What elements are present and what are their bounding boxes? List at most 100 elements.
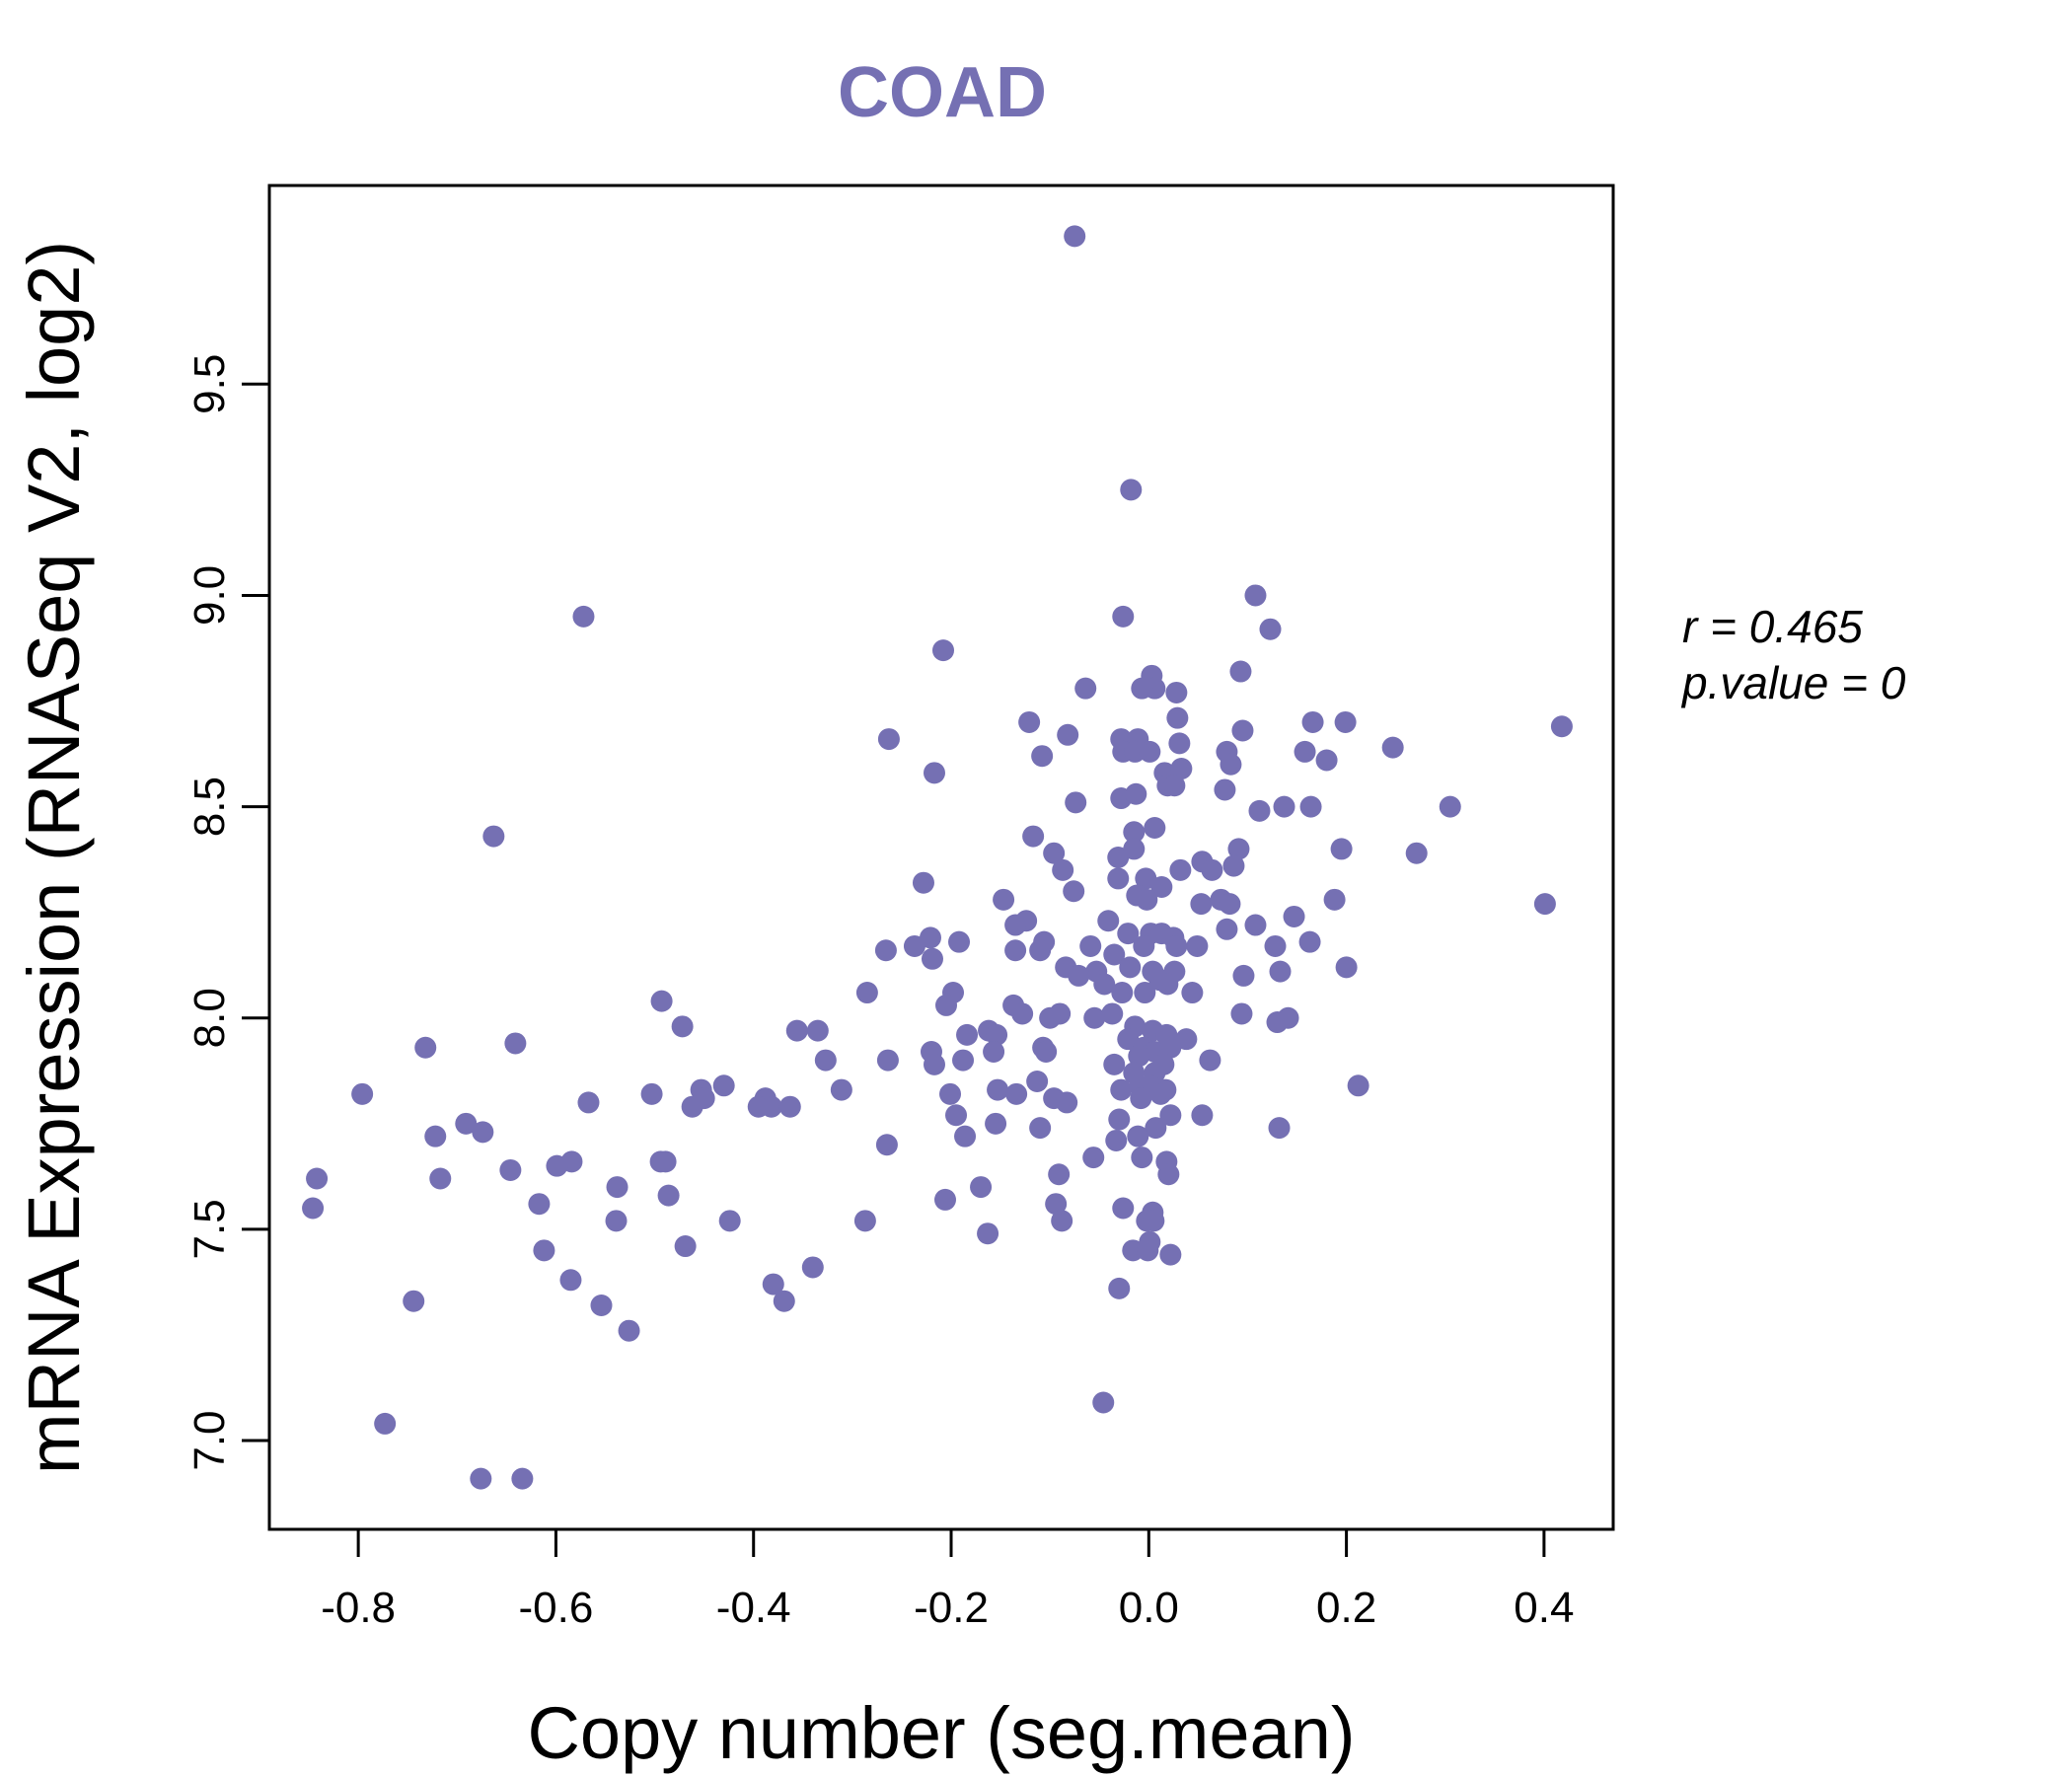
data-point [1157, 1163, 1180, 1186]
data-point [718, 1210, 741, 1232]
data-point [1149, 1082, 1172, 1105]
data-point [1112, 1197, 1135, 1220]
data-point [1216, 918, 1238, 940]
data-point [1103, 1053, 1126, 1075]
data-point [877, 728, 900, 751]
data-point [1269, 960, 1292, 983]
data-point [306, 1167, 329, 1190]
data-point [1159, 1036, 1182, 1059]
data-point [1123, 821, 1146, 844]
data-point [414, 1036, 437, 1059]
data-point [1022, 825, 1045, 848]
x-tick-label: -0.6 [519, 1584, 594, 1632]
data-point [1268, 1117, 1291, 1140]
data-point [830, 1078, 852, 1101]
data-point [1064, 225, 1086, 248]
data-point [948, 930, 971, 953]
data-point [1214, 778, 1236, 801]
data-point [1107, 867, 1130, 890]
data-point [1191, 1104, 1214, 1127]
data-point [1181, 982, 1204, 1004]
x-axis-title: Copy number (seg.mean) [527, 1692, 1355, 1774]
data-point [1264, 934, 1287, 957]
data-point [1301, 710, 1324, 733]
data-point [1057, 723, 1079, 746]
data-point [1131, 677, 1153, 700]
data-point [1231, 719, 1254, 742]
data-point [472, 1121, 494, 1144]
data-point [785, 1019, 808, 1042]
data-point [1079, 934, 1102, 957]
data-point [1165, 934, 1188, 957]
data-point [954, 1125, 977, 1147]
data-point [1056, 1091, 1078, 1114]
data-point [1323, 888, 1346, 911]
data-point [970, 1176, 993, 1199]
data-point [1299, 795, 1322, 818]
data-point [1120, 479, 1143, 501]
data-point [470, 1467, 492, 1490]
data-point [874, 939, 897, 962]
data-point [1330, 838, 1353, 860]
data-point [511, 1467, 534, 1490]
data-point [1133, 934, 1155, 957]
data-point [504, 1032, 527, 1055]
data-point [1108, 1277, 1131, 1299]
data-point [1101, 1002, 1124, 1025]
data-point [903, 934, 925, 957]
data-point [934, 1188, 957, 1211]
data-point [1110, 1078, 1133, 1101]
data-point [671, 1015, 694, 1038]
data-point [649, 1150, 672, 1173]
data-point [1111, 982, 1134, 1004]
data-point [1199, 1049, 1221, 1072]
y-axis-title: mRNA Expression (RNASeq V2, log2) [13, 241, 95, 1474]
data-point [1166, 706, 1189, 729]
data-point [1145, 1117, 1167, 1140]
data-point [1273, 795, 1295, 818]
y-tick-label: 7.0 [185, 1410, 234, 1470]
data-point [640, 1082, 663, 1105]
data-point [1083, 1006, 1106, 1029]
data-point [1092, 1391, 1115, 1414]
data-point [1347, 1074, 1369, 1097]
data-point [674, 1235, 697, 1258]
data-point [806, 1019, 829, 1042]
data-point [1248, 799, 1271, 822]
data-point [1201, 858, 1223, 881]
data-point [1031, 745, 1054, 768]
data-point [302, 1197, 325, 1220]
data-point [1163, 775, 1186, 797]
data-point [1136, 888, 1158, 911]
data-point [760, 1095, 782, 1118]
data-point [939, 1082, 962, 1105]
data-point [1065, 791, 1087, 814]
data-point [1048, 1163, 1071, 1186]
x-tick-label: 0.4 [1514, 1584, 1574, 1632]
data-point [1029, 1117, 1052, 1140]
data-point [657, 1184, 680, 1207]
data-point [1108, 1108, 1131, 1131]
data-point [1143, 1210, 1165, 1232]
data-point [1381, 736, 1404, 759]
data-point [1283, 905, 1305, 927]
x-tick-label: -0.2 [914, 1584, 989, 1632]
data-point [1170, 758, 1193, 780]
x-tick-label: 0.2 [1316, 1584, 1376, 1632]
data-point [1127, 1125, 1149, 1147]
chart-title: COAD [838, 53, 1047, 132]
data-point [572, 605, 595, 628]
data-point [1227, 838, 1250, 860]
data-point [1011, 1002, 1034, 1025]
data-point [590, 1295, 613, 1316]
data-point [1294, 740, 1316, 763]
data-point [932, 639, 955, 662]
correlation-label: r = 0.465 [1682, 601, 1863, 652]
data-point [1068, 964, 1090, 987]
x-tick-label: -0.8 [321, 1584, 396, 1632]
data-point [1004, 914, 1027, 936]
data-point [923, 762, 945, 784]
data-point [1063, 880, 1085, 903]
x-tick-label: -0.4 [716, 1584, 791, 1632]
data-point [1220, 753, 1242, 776]
